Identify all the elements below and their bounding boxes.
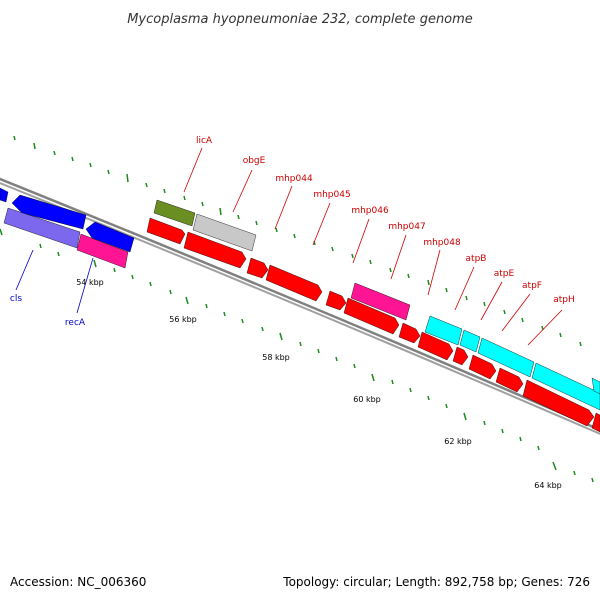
gene-red-1[interactable] — [146, 217, 186, 245]
label-obgE[interactable]: obgE — [243, 156, 266, 166]
gene-red-10[interactable] — [468, 354, 497, 380]
inner-tick-row — [0, 228, 594, 483]
gene-atpF[interactable] — [477, 337, 535, 378]
label-mhp046[interactable]: mhp046 — [351, 206, 389, 216]
gene-atp-right-edge[interactable] — [591, 377, 600, 395]
label-licA[interactable]: licA — [196, 136, 213, 146]
label-mhp048[interactable]: mhp048 — [423, 238, 461, 248]
gene-cls-complement[interactable] — [11, 194, 87, 230]
map-title: Mycoplasma hyopneumoniae 232, complete g… — [127, 12, 473, 27]
gene-recA[interactable] — [76, 233, 129, 269]
label-atpE[interactable]: atpE — [494, 269, 515, 279]
gene-atpH[interactable] — [531, 362, 600, 411]
gene-red-7[interactable] — [398, 322, 421, 344]
gene-red-8[interactable] — [417, 331, 454, 361]
gene-mhp046[interactable] — [265, 264, 323, 302]
gene-obgE[interactable] — [192, 213, 257, 252]
label-recA[interactable]: recA — [65, 318, 86, 328]
gene-blue-left-arrow[interactable] — [0, 187, 9, 203]
tick-label-62: 62 kbp — [444, 437, 472, 446]
tick-label-60: 60 kbp — [353, 395, 381, 404]
tick-label-54: 54 kbp — [76, 278, 104, 287]
gene-mhp048[interactable] — [343, 297, 400, 335]
gene-cls[interactable] — [3, 207, 81, 249]
label-mhp047[interactable]: mhp047 — [388, 222, 425, 232]
kbp-labels: 54 kbp 56 kbp 58 kbp 60 kbp 62 kbp 64 kb… — [76, 278, 562, 490]
red-gene-labels: licA obgE mhp044 mhp045 mhp046 mhp047 mh… — [183, 136, 575, 346]
accession-text: Accession: NC_006360 — [10, 575, 146, 589]
tick-label-64: 64 kbp — [534, 481, 562, 490]
label-atpF[interactable]: atpF — [522, 281, 542, 291]
gene-mhp047[interactable] — [350, 282, 411, 321]
gene-red-12[interactable] — [522, 379, 595, 427]
label-atpB[interactable]: atpB — [466, 254, 487, 264]
label-mhp044[interactable]: mhp044 — [275, 174, 313, 184]
gene-red-13[interactable] — [591, 412, 600, 433]
gene-licA[interactable] — [153, 199, 196, 227]
label-cls[interactable]: cls — [10, 294, 22, 304]
reverse-strand-genes — [3, 194, 600, 433]
genome-stats-text: Topology: circular; Length: 892,758 bp; … — [282, 575, 590, 589]
gene-atpB[interactable] — [424, 315, 463, 346]
label-mhp045[interactable]: mhp045 — [313, 190, 350, 200]
tick-label-58: 58 kbp — [262, 353, 290, 362]
tick-label-56: 56 kbp — [169, 315, 197, 324]
gene-red-9[interactable] — [452, 346, 469, 366]
gene-mhp045[interactable] — [246, 257, 269, 279]
label-atpH[interactable]: atpH — [553, 295, 575, 305]
gene-mhp044[interactable] — [183, 231, 247, 269]
gene-atpE[interactable] — [459, 329, 481, 353]
genome-backbone — [0, 177, 600, 435]
gene-red-5[interactable] — [325, 290, 347, 311]
blue-gene-labels: cls recA — [10, 249, 94, 328]
forward-strand-genes — [0, 187, 600, 411]
gene-recA-upper[interactable] — [85, 221, 135, 253]
gene-red-11[interactable] — [495, 367, 524, 393]
